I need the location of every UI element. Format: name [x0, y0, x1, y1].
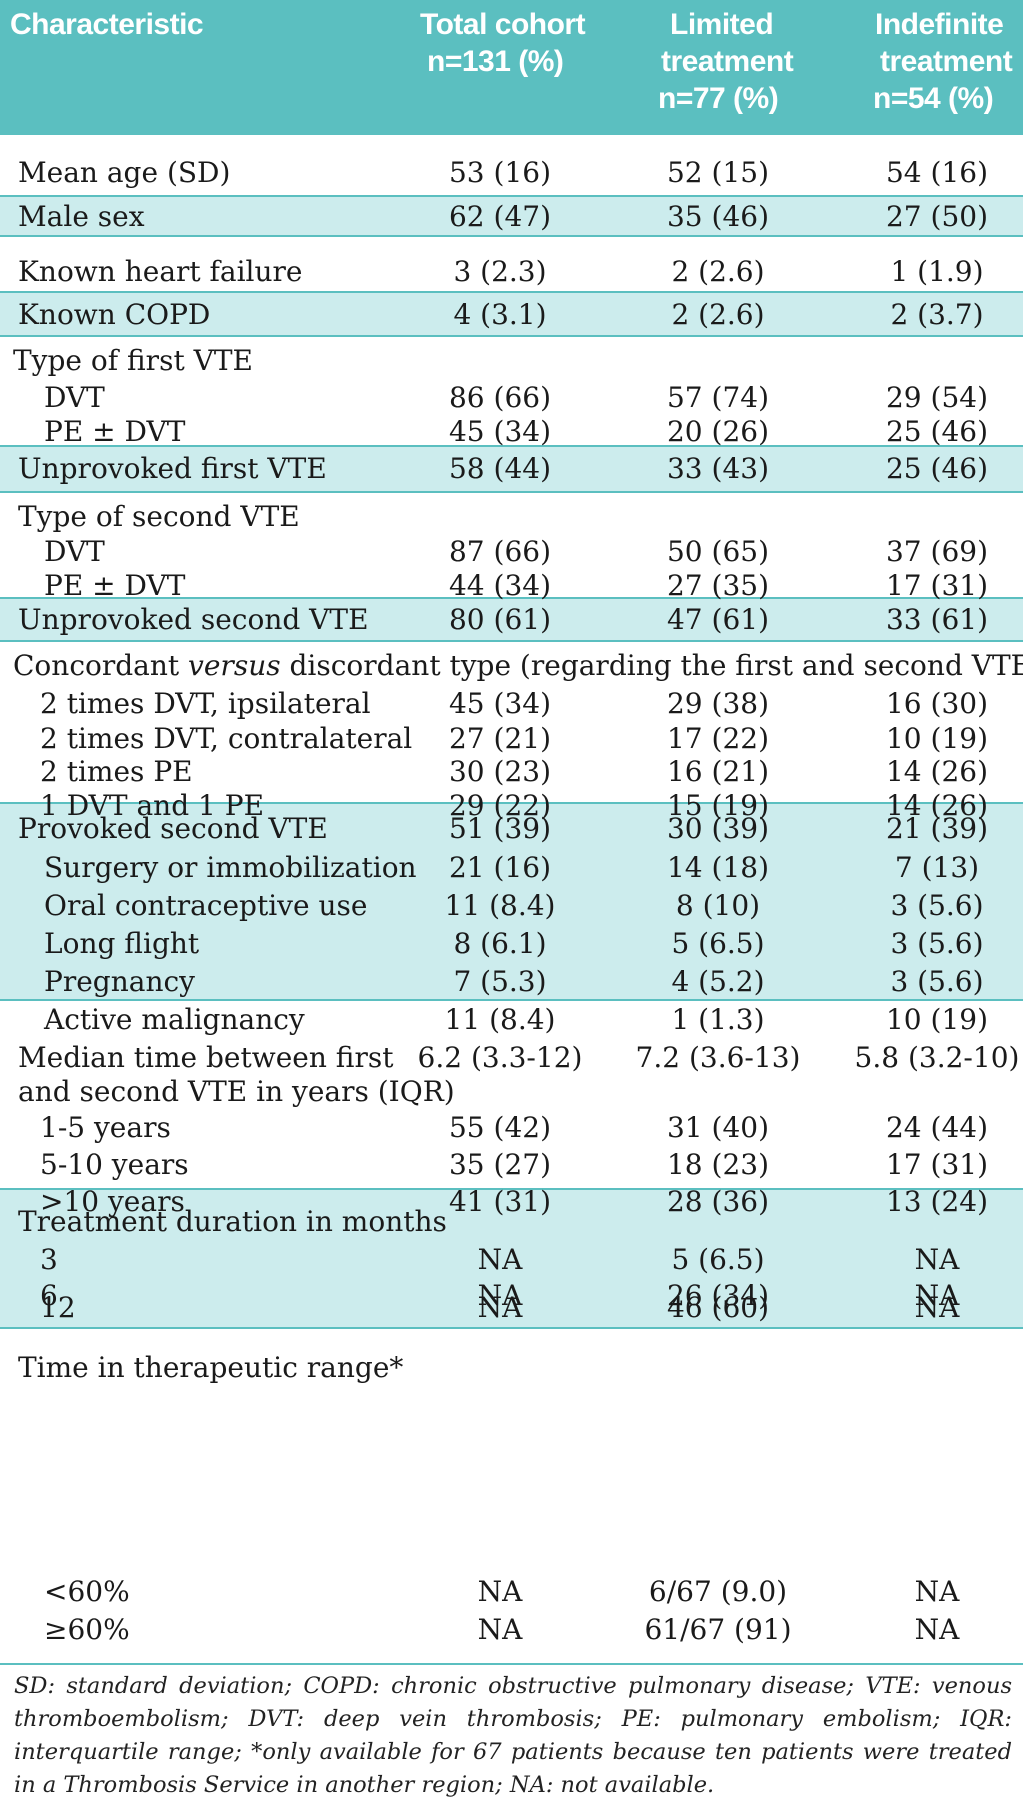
divider — [0, 291, 1023, 293]
table-row: Long flight 8 (6.1) 5 (6.5) 3 (5.6) — [44, 927, 984, 960]
table-row: ≥60% NA 61/67 (91) NA — [44, 1613, 960, 1646]
table-row: 2 times PE 30 (23) 16 (21) 14 (26) — [40, 755, 989, 788]
table-row: Oral contraceptive use 11 (8.4) 8 (10) 3 (… — [44, 889, 984, 922]
table-row: Active malignancy 11 (8.4) 1 (1.3) 10 (19) — [44, 1003, 989, 1036]
table-row: and second VTE in years (IQR) — [18, 1075, 455, 1108]
table-row: 2 times DVT, ipsilateral 45 (34) 29 (38) 1… — [40, 687, 989, 720]
divider — [0, 802, 1023, 804]
table-row: >10 years 41 (31) 28 (36) 13 (24) — [40, 1185, 989, 1218]
group-unprovoked-first-bg — [0, 446, 1023, 491]
divider — [0, 235, 1023, 237]
table-row: Mean age (SD) 53 (16) 52 (15) 54 (16) — [18, 156, 989, 189]
group-provoked-second-bg — [0, 803, 1023, 999]
section-heading: Concordant versus discordant type (regar… — [13, 649, 1023, 682]
table-row: Surgery or immobilization 21 (16) 14 (18)… — [44, 851, 980, 884]
divider — [0, 195, 1023, 197]
group-male-sex-bg — [0, 196, 1023, 235]
divider — [0, 335, 1023, 337]
table-footnote: SD: standard deviation; COPD: chronic ob… — [14, 1673, 1012, 1798]
table-row: 6 NA 26 (34) NA — [40, 1279, 960, 1312]
table-row: DVT 87 (66) 50 (65) 37 (69) — [44, 535, 989, 568]
table-row: 3 NA 5 (6.5) NA — [40, 1243, 960, 1276]
table-row: Male sex 62 (47) 35 (46) 27 (50) — [18, 200, 989, 233]
divider — [0, 1188, 1023, 1190]
table-row: Unprovoked first VTE 58 (44) 33 (43) 25 (4… — [18, 452, 989, 485]
divider — [0, 491, 1023, 493]
table-row: 2 times DVT, contralateral 27 (21) 17 (22… — [40, 722, 989, 755]
table-row: Known heart failure 3 (2.3) 2 (2.6) 1 (1.9… — [18, 255, 984, 288]
section-heading: Time in therapeutic range* — [18, 1351, 404, 1384]
table-row: Median time between first 6.2 (3.3-12) 7.… — [18, 1041, 1020, 1074]
header-total-cohort: Total cohort n=131 (%) — [420, 8, 586, 78]
section-heading: Type of second VTE — [18, 500, 300, 533]
divider — [0, 640, 1023, 642]
table-row: DVT 86 (66) 57 (74) 29 (54) — [44, 381, 989, 414]
header-characteristic: Characteristic — [10, 8, 204, 41]
table-row: 1 DVT and 1 PE 29 (22) 15 (19) 14 (26) — [40, 789, 989, 822]
divider — [0, 999, 1023, 1001]
group-known-copd-bg — [0, 292, 1023, 335]
table-row: 5-10 years 35 (27) 18 (23) 17 (31) — [40, 1148, 989, 1181]
header-limited-treatment: Limited treatment n=77 (%) — [658, 8, 794, 115]
section-heading: Type of first VTE — [13, 344, 253, 377]
table-row: Pregnancy 7 (5.3) 4 (5.2) 3 (5.6) — [44, 965, 984, 998]
table-row: PE ± DVT 44 (34) 27 (35) 17 (31) — [44, 569, 989, 602]
table-row: <60% NA 6/67 (9.0) NA — [44, 1575, 960, 1608]
divider — [0, 133, 1023, 135]
table-header: Characteristic Total cohort n=131 (%) Li… — [0, 0, 1023, 133]
divider — [0, 597, 1023, 599]
table-row: 12 NA 46 (60) NA — [40, 1291, 960, 1324]
header-indefinite-treatment: Indefinite treatment n=54 (%) — [873, 8, 1013, 115]
table-row: 1-5 years 55 (42) 31 (40) 24 (44) — [40, 1111, 989, 1144]
table-row: Known COPD 4 (3.1) 2 (2.6) 2 (3.7) — [18, 298, 984, 331]
table-row: Provoked second VTE 51 (39) 30 (39) 21 (39… — [18, 812, 989, 845]
table-row: Unprovoked second VTE 80 (61) 47 (61) 33 (… — [18, 603, 989, 636]
group-treatment-duration-bg — [0, 1189, 1023, 1327]
divider — [0, 1327, 1023, 1329]
table-row: PE ± DVT 45 (34) 20 (26) 25 (46) — [44, 415, 989, 448]
section-heading: Treatment duration in months — [18, 1205, 447, 1238]
group-unprovoked-second-bg — [0, 598, 1023, 640]
divider — [0, 445, 1023, 447]
divider — [0, 1663, 1023, 1665]
